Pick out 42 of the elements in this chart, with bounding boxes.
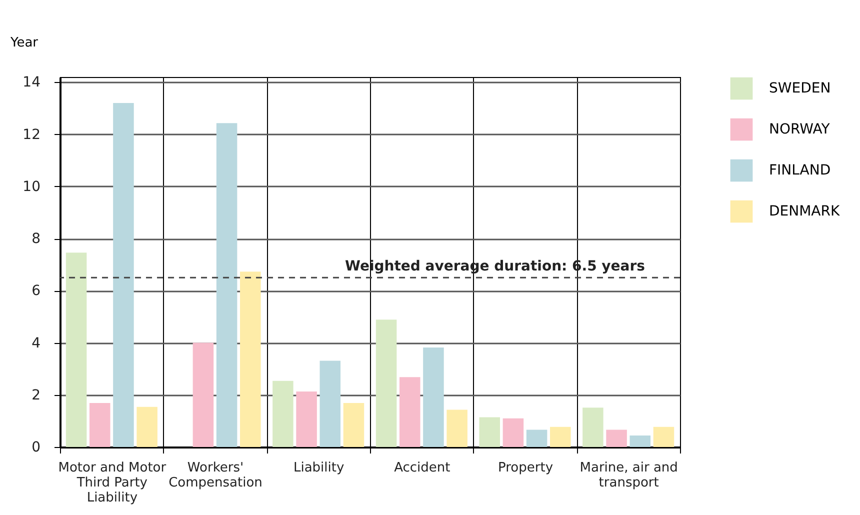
y-tick-label: 14 xyxy=(22,74,41,91)
bar xyxy=(550,426,571,447)
bar xyxy=(582,408,604,447)
bar xyxy=(296,392,317,447)
bar xyxy=(272,380,294,447)
bar xyxy=(376,320,397,447)
y-tick-label: 8 xyxy=(32,231,40,248)
x-tick-label: Marine, air and transport xyxy=(580,460,678,490)
bar xyxy=(423,347,444,447)
y-axis-title: Year xyxy=(10,36,39,50)
x-tick-label: Liability xyxy=(293,460,344,476)
x-tick-label: Property xyxy=(498,460,554,476)
bar xyxy=(479,417,500,447)
bar xyxy=(66,252,87,447)
bar xyxy=(136,406,158,447)
bar xyxy=(653,426,674,447)
bar xyxy=(216,123,238,447)
y-tick-label: 12 xyxy=(22,126,40,143)
bar xyxy=(446,410,468,447)
x-tick-label: Motor and Motor Third Party Liability xyxy=(58,460,167,506)
x-tick-label: Workers' Compensation xyxy=(168,460,262,490)
y-tick-label: 10 xyxy=(22,178,40,195)
legend-label: NORWAY xyxy=(769,122,830,138)
bar xyxy=(630,436,651,447)
bar xyxy=(343,402,364,447)
y-tick-label: 2 xyxy=(32,387,40,404)
y-tick-label: 0 xyxy=(32,440,40,456)
bar xyxy=(89,402,110,447)
legend-label: FINLAND xyxy=(769,162,831,178)
x-tick-label: Accident xyxy=(394,460,450,476)
bar xyxy=(502,418,524,447)
legend-label: DENMARK xyxy=(769,204,840,220)
bar xyxy=(320,360,341,447)
bar xyxy=(240,272,261,447)
bar xyxy=(192,342,214,447)
legend-label: SWEDEN xyxy=(769,80,831,96)
bar xyxy=(113,103,134,447)
bar xyxy=(399,377,420,447)
y-tick-label: 4 xyxy=(32,335,41,352)
y-tick-label: 6 xyxy=(32,283,41,300)
bar xyxy=(526,430,548,447)
bar xyxy=(606,430,627,447)
